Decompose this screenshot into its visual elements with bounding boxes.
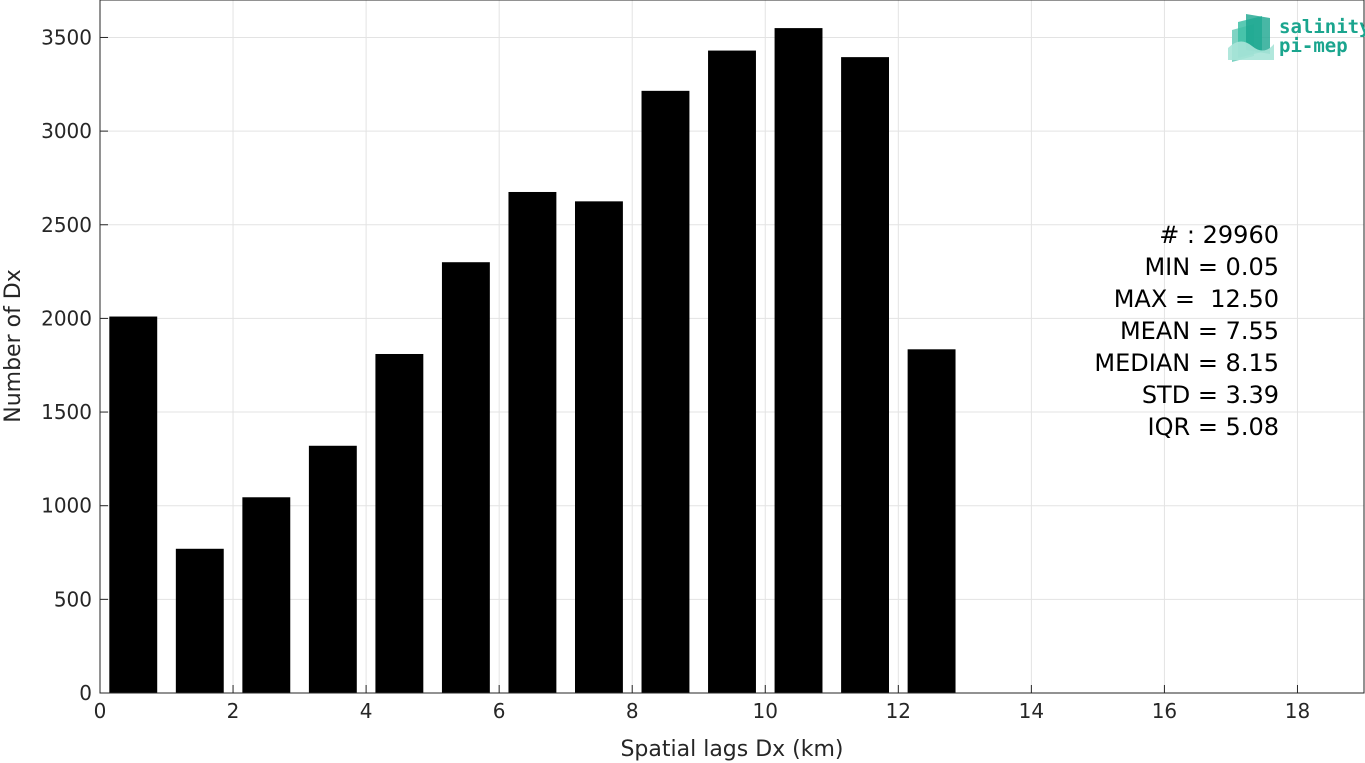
x-tick-label-3: 6 <box>493 699 506 723</box>
x-axis-label: Spatial lags Dx (km) <box>620 737 843 762</box>
y-tick-label-6: 3000 <box>41 119 92 143</box>
bar-8 <box>641 90 690 694</box>
stat-line-4: MEDIAN = 8.15 <box>1094 349 1279 377</box>
x-tick-label-4: 8 <box>626 699 639 723</box>
bar-6 <box>508 191 557 693</box>
x-tick-label-2: 4 <box>360 699 373 723</box>
bar-0 <box>109 316 158 693</box>
x-tick-label-5: 10 <box>753 699 778 723</box>
bar-11 <box>841 57 890 694</box>
y-axis-label: Number of Dx <box>1 269 26 423</box>
x-tick-label-8: 16 <box>1152 699 1177 723</box>
bar-5 <box>441 262 490 693</box>
bar-3 <box>308 445 357 693</box>
y-ticks: 0 500 1000 1500 2000 2500 3000 3500 <box>41 25 108 705</box>
logo-line-2: pi-mep <box>1279 35 1348 57</box>
bars-group <box>109 28 956 694</box>
y-tick-label-1: 500 <box>54 587 92 611</box>
stats-annotation: # : 29960 MIN = 0.05 MAX = 12.50 MEAN = 7.5… <box>1094 221 1279 441</box>
y-tick-label-7: 3500 <box>41 25 92 49</box>
y-tick-label-5: 2500 <box>41 213 92 237</box>
x-ticks: 0 2 4 6 8 10 12 14 16 18 <box>94 685 1310 723</box>
bar-4 <box>375 353 424 693</box>
stat-line-1: MIN = 0.05 <box>1144 253 1279 281</box>
bar-2 <box>242 497 291 693</box>
x-tick-label-9: 18 <box>1285 699 1310 723</box>
bar-1 <box>175 548 224 693</box>
stat-line-5: STD = 3.39 <box>1142 381 1279 409</box>
plot-frame <box>99 0 1365 694</box>
stat-line-0: # : 29960 <box>1159 221 1279 249</box>
x-tick-label-1: 2 <box>227 699 240 723</box>
salinity-pi-mep-logo: salinity pi-mep <box>1228 14 1365 62</box>
y-tick-label-2: 1000 <box>41 494 92 518</box>
stat-line-2: MAX = 12.50 <box>1114 285 1279 313</box>
bar-7 <box>574 201 623 693</box>
y-tick-label-4: 2000 <box>41 306 92 330</box>
logo-line-1: salinity <box>1279 16 1365 38</box>
y-tick-label-3: 1500 <box>41 400 92 424</box>
x-tick-label-7: 14 <box>1019 699 1044 723</box>
bar-9 <box>708 50 756 694</box>
x-tick-label-6: 12 <box>886 699 911 723</box>
stat-line-6: IQR = 5.08 <box>1148 413 1279 441</box>
x-tick-label-0: 0 <box>94 699 107 723</box>
bar-12 <box>907 349 956 693</box>
y-tick-label-0: 0 <box>79 681 92 705</box>
wave-logo-icon <box>1228 14 1274 62</box>
stat-line-3: MEAN = 7.55 <box>1120 317 1279 345</box>
bar-10 <box>774 28 823 693</box>
